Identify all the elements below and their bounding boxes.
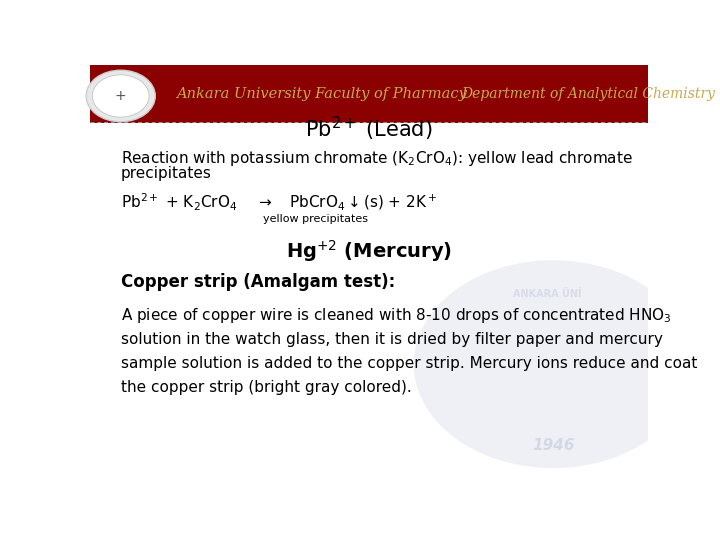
Text: solution in the watch glass, then it is dried by filter paper and mercury: solution in the watch glass, then it is … bbox=[121, 332, 662, 347]
Text: ANKARA ÜNİ: ANKARA ÜNİ bbox=[513, 288, 582, 299]
Text: sample solution is added to the copper strip. Mercury ions reduce and coat: sample solution is added to the copper s… bbox=[121, 356, 697, 371]
Circle shape bbox=[413, 260, 693, 468]
Text: +: + bbox=[115, 89, 127, 103]
Text: Reaction with potassium chromate (K$_2$CrO$_4$): yellow lead chromate: Reaction with potassium chromate (K$_2$C… bbox=[121, 149, 633, 168]
Text: Pb$^{2+}$ + K$_2$CrO$_4$    $\rightarrow$   PbCrO$_4$$\downarrow$(s) + 2K$^+$: Pb$^{2+}$ + K$_2$CrO$_4$ $\rightarrow$ P… bbox=[121, 192, 437, 213]
Text: Hg$^{+2}$ (Mercury): Hg$^{+2}$ (Mercury) bbox=[286, 238, 452, 264]
Text: yellow precipitates: yellow precipitates bbox=[263, 214, 368, 225]
Text: precipitates: precipitates bbox=[121, 166, 212, 181]
Text: A piece of copper wire is cleaned with 8-10 drops of concentrated HNO$_3$: A piece of copper wire is cleaned with 8… bbox=[121, 306, 671, 325]
Text: Department of Analytical Chemistry: Department of Analytical Chemistry bbox=[461, 87, 715, 100]
Text: Pb$^{2+}$ (Lead): Pb$^{2+}$ (Lead) bbox=[305, 115, 433, 143]
Text: 1946: 1946 bbox=[532, 438, 575, 453]
FancyBboxPatch shape bbox=[90, 65, 648, 123]
Text: Copper strip (Amalgam test):: Copper strip (Amalgam test): bbox=[121, 273, 395, 291]
Text: the copper strip (bright gray colored).: the copper strip (bright gray colored). bbox=[121, 380, 411, 395]
Circle shape bbox=[86, 70, 156, 122]
Text: Ankara University Faculty of Pharmacy: Ankara University Faculty of Pharmacy bbox=[176, 87, 467, 100]
Circle shape bbox=[92, 75, 149, 117]
